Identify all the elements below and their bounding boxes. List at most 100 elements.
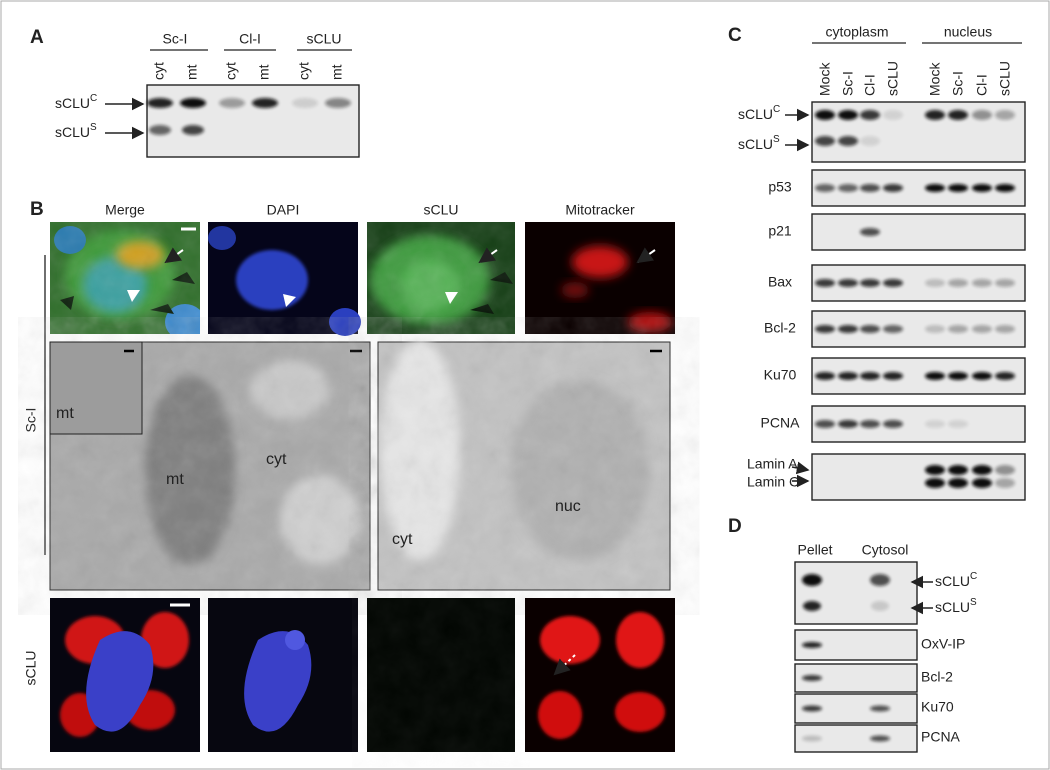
lane-label: mt [184,64,200,80]
em-label: mt [56,405,74,422]
em-label: nuc [555,498,581,515]
band [870,705,890,712]
band [860,228,880,236]
band [948,184,968,192]
band [815,110,835,120]
band [815,325,835,333]
band [972,279,992,287]
protein-label: Ku70 [921,699,954,715]
band [972,465,992,475]
column-label: DAPI [267,202,300,218]
micrograph-sclu [367,598,515,752]
band [883,184,903,192]
band [995,184,1015,192]
band [802,705,822,712]
band [948,110,968,120]
band [995,465,1015,475]
band [925,372,945,380]
band [802,735,822,742]
band [803,601,821,611]
lane-label: Mock [927,62,943,96]
lane-label: Sc-I [840,71,856,96]
band [838,136,858,146]
band-label: sCLUC [55,93,97,111]
micrograph-dapi [208,222,361,336]
band [838,325,858,333]
band-label: sCLUS [55,122,97,140]
panel-label: D [728,516,742,537]
band [948,465,968,475]
lane-label: mt [329,64,345,80]
band [860,325,880,333]
em-label: cyt [266,451,287,468]
protein-label: Bcl-2 [921,669,953,685]
blot [794,663,918,693]
panel-label: C [728,25,742,46]
band [860,279,880,287]
band [870,574,890,586]
micrograph-merge [50,222,200,334]
band [860,110,880,120]
band [925,420,945,428]
band [925,279,945,287]
lane-label: mt [256,64,272,80]
panel-label: B [30,199,44,220]
band [815,279,835,287]
band [972,110,992,120]
band [252,98,278,108]
lane-label: Cl-I [974,74,990,96]
micrograph-sclu [367,222,515,334]
column-label: sCLU [423,202,458,218]
band [860,372,880,380]
band [925,184,945,192]
band [972,478,992,488]
fraction-label: Cytosol [862,542,909,558]
blot [811,213,1026,251]
band [995,279,1015,287]
protein-label: Bax [768,274,792,290]
band-label: Lamin C [747,474,799,490]
band-label: sCLUS [935,597,977,615]
band-label: sCLUS [738,134,780,152]
band [948,372,968,380]
group-labels: Sc-I Cl-I sCLU [150,31,352,51]
em-image: cyt nuc [377,340,671,591]
lane-label: Sc-I [950,71,966,96]
protein-label: Ku70 [764,367,797,383]
em-label: cyt [392,531,413,548]
band [815,184,835,192]
band [925,325,945,333]
band [838,110,858,120]
band [838,184,858,192]
panel-label: A [30,27,44,48]
band-label: sCLUC [935,571,977,589]
band [972,325,992,333]
band [948,420,968,428]
band [838,372,858,380]
protein-label: p53 [768,179,792,195]
row-label: Sc-I [23,408,39,433]
lane-label: sCLU [997,61,1013,96]
band [925,478,945,488]
band [182,125,204,135]
band [995,478,1015,488]
em-image: mt mt cyt [49,341,371,591]
protein-label: OxV-IP [921,636,965,652]
band [883,325,903,333]
group-label: Cl-I [239,31,261,47]
micrograph-dapi [208,598,358,752]
micrograph-mitotracker [525,222,675,334]
lane-label: Cl-I [862,74,878,96]
group-label: sCLU [306,31,341,47]
band [948,478,968,488]
band [995,110,1015,120]
band [948,325,968,333]
band [972,184,992,192]
protein-label: p21 [768,223,792,239]
band-label: sCLUC [738,104,780,122]
band [995,372,1015,380]
band [870,735,890,742]
band [883,110,903,120]
band [883,279,903,287]
